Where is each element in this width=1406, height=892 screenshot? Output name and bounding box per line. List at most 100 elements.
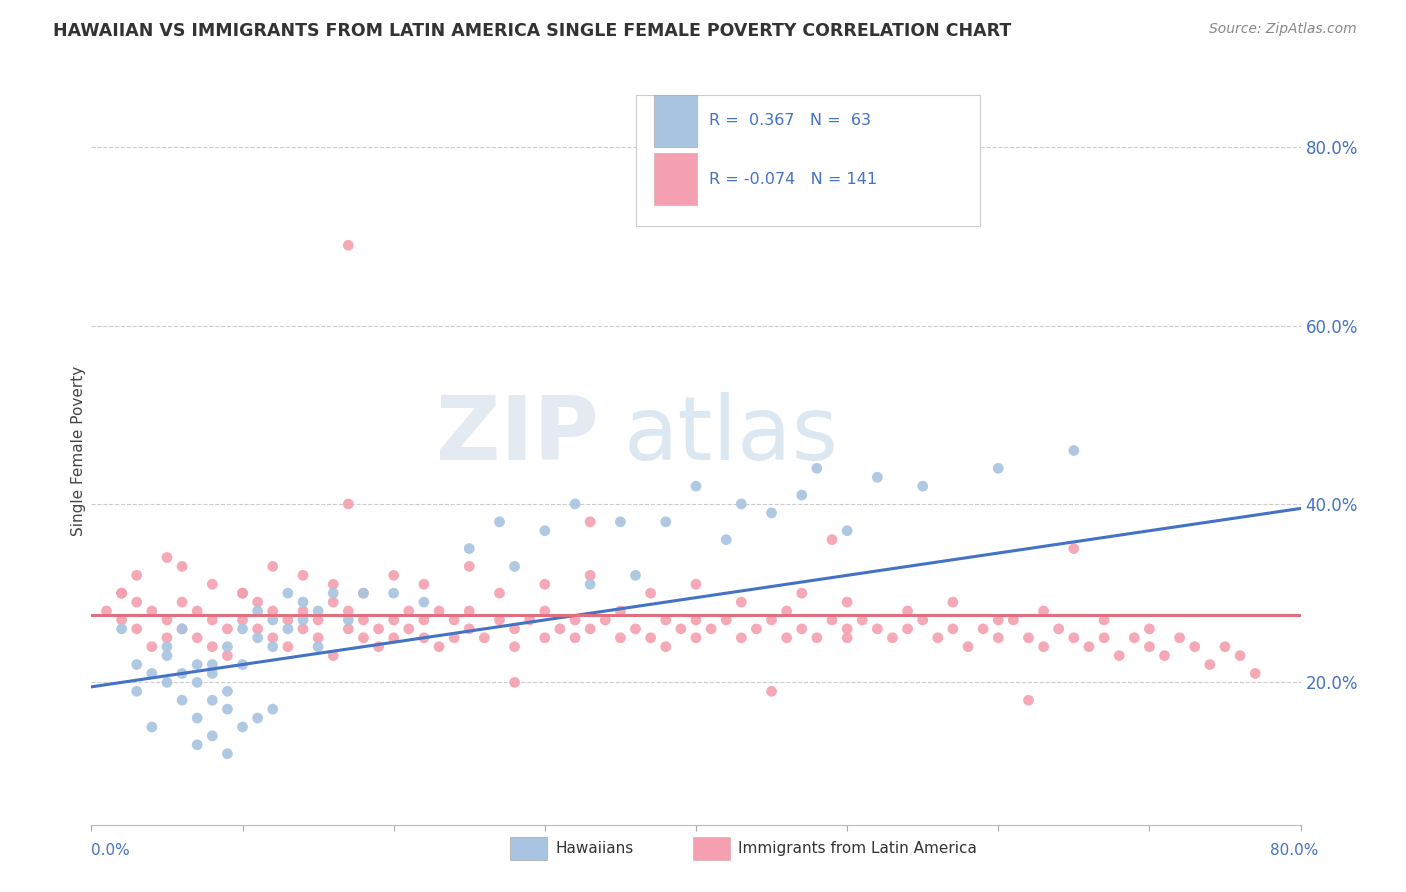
Point bbox=[262, 604, 284, 618]
Point bbox=[761, 613, 783, 627]
Point bbox=[579, 622, 602, 636]
Point bbox=[654, 515, 676, 529]
Point bbox=[382, 568, 405, 582]
Point bbox=[685, 479, 707, 493]
Point bbox=[866, 470, 889, 484]
Point bbox=[761, 684, 783, 698]
Point bbox=[337, 613, 360, 627]
Point bbox=[1244, 666, 1267, 681]
Text: HAWAIIAN VS IMMIGRANTS FROM LATIN AMERICA SINGLE FEMALE POVERTY CORRELATION CHAR: HAWAIIAN VS IMMIGRANTS FROM LATIN AMERIC… bbox=[53, 22, 1012, 40]
Point bbox=[217, 640, 239, 654]
Point bbox=[624, 622, 647, 636]
Point bbox=[186, 631, 208, 645]
Point bbox=[927, 631, 949, 645]
Point bbox=[564, 497, 586, 511]
Point bbox=[156, 648, 179, 663]
Point bbox=[111, 622, 132, 636]
Point bbox=[1198, 657, 1220, 672]
Point bbox=[835, 595, 858, 609]
Point bbox=[382, 631, 405, 645]
Point bbox=[352, 586, 374, 600]
Point bbox=[503, 675, 526, 690]
Point bbox=[1139, 622, 1161, 636]
Point bbox=[307, 604, 329, 618]
FancyBboxPatch shape bbox=[636, 95, 980, 226]
Point bbox=[277, 622, 299, 636]
Point bbox=[201, 613, 224, 627]
Point bbox=[987, 631, 1010, 645]
Point bbox=[292, 595, 315, 609]
Point bbox=[595, 613, 617, 627]
Point bbox=[1018, 631, 1040, 645]
Point bbox=[172, 693, 194, 707]
Point bbox=[564, 613, 586, 627]
Point bbox=[141, 640, 163, 654]
Point bbox=[1018, 693, 1040, 707]
Point bbox=[125, 568, 148, 582]
Point bbox=[972, 622, 994, 636]
Point bbox=[685, 613, 707, 627]
Point bbox=[141, 604, 163, 618]
Point bbox=[231, 586, 253, 600]
Point bbox=[533, 577, 555, 591]
Point bbox=[897, 622, 920, 636]
Point bbox=[322, 595, 344, 609]
Point bbox=[337, 604, 360, 618]
Point bbox=[262, 702, 284, 716]
Point bbox=[987, 613, 1010, 627]
Point bbox=[866, 622, 889, 636]
Point bbox=[201, 577, 224, 591]
Point bbox=[609, 631, 631, 645]
Point bbox=[262, 559, 284, 574]
Point bbox=[172, 622, 194, 636]
Point bbox=[1063, 541, 1085, 556]
Point bbox=[624, 568, 647, 582]
Point bbox=[882, 631, 904, 645]
Point bbox=[1002, 613, 1025, 627]
Point bbox=[609, 604, 631, 618]
Point bbox=[790, 586, 813, 600]
Point bbox=[156, 613, 179, 627]
Point bbox=[141, 720, 163, 734]
Point bbox=[413, 595, 436, 609]
Point bbox=[1063, 631, 1085, 645]
Point bbox=[835, 524, 858, 538]
Point bbox=[533, 524, 555, 538]
Point bbox=[654, 640, 676, 654]
Point bbox=[1153, 648, 1175, 663]
Point bbox=[322, 648, 344, 663]
Text: Source: ZipAtlas.com: Source: ZipAtlas.com bbox=[1209, 22, 1357, 37]
Point bbox=[790, 488, 813, 502]
Point bbox=[579, 515, 602, 529]
Point bbox=[292, 604, 315, 618]
Point bbox=[714, 613, 737, 627]
Point bbox=[398, 622, 420, 636]
Point bbox=[172, 666, 194, 681]
Point bbox=[579, 577, 602, 591]
Point bbox=[942, 622, 965, 636]
Point bbox=[292, 622, 315, 636]
Point bbox=[292, 613, 315, 627]
Point bbox=[322, 577, 344, 591]
Point bbox=[337, 622, 360, 636]
Point bbox=[745, 622, 768, 636]
Point bbox=[640, 586, 662, 600]
Point bbox=[382, 613, 405, 627]
Point bbox=[503, 640, 526, 654]
Point bbox=[217, 702, 239, 716]
Point bbox=[246, 622, 269, 636]
Point bbox=[413, 577, 436, 591]
Point bbox=[292, 568, 315, 582]
Point bbox=[458, 559, 481, 574]
Point bbox=[1032, 640, 1054, 654]
Point bbox=[472, 631, 495, 645]
Point bbox=[503, 622, 526, 636]
Point bbox=[172, 622, 194, 636]
Point bbox=[246, 595, 269, 609]
Point bbox=[201, 640, 224, 654]
Point bbox=[1123, 631, 1146, 645]
Point bbox=[443, 613, 465, 627]
Point bbox=[337, 497, 360, 511]
Point bbox=[897, 604, 920, 618]
Point bbox=[186, 711, 208, 725]
